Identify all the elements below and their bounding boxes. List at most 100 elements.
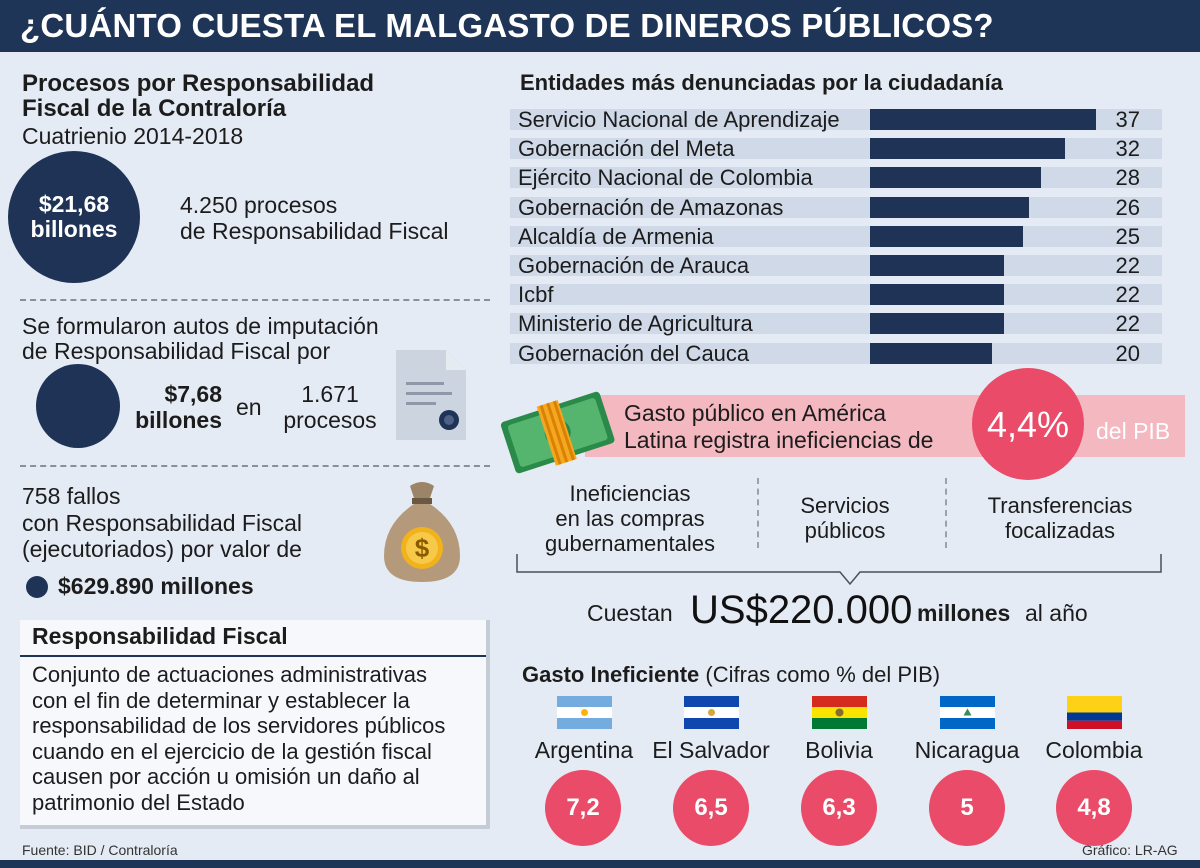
cost-unit: millones <box>917 600 1011 626</box>
data-label: 26 <box>1115 194 1140 220</box>
category-line: públicos <box>804 518 886 543</box>
money-bills-icon <box>500 391 615 474</box>
section3-amount: $629.890 millones <box>58 573 254 599</box>
definition-title: Responsabilidad Fiscal <box>32 623 288 649</box>
footer-bar <box>0 860 1200 868</box>
data-label: 22 <box>1115 282 1140 308</box>
definition-line: cuando en el ejercicio de la gestión fis… <box>32 738 432 764</box>
percent-circle: 4,4% <box>972 368 1084 480</box>
category-transferencias: Transferencias focalizadas <box>960 493 1160 543</box>
amount-circle-large: $21,68 billones <box>8 151 140 283</box>
data-label: 32 <box>1115 136 1140 162</box>
percent-value: 4,4% <box>986 404 1070 445</box>
country-value: 6,5 <box>694 794 728 821</box>
amount-circle-line1: $21,68 <box>38 191 110 217</box>
cost-prefix: Cuestan <box>587 600 673 626</box>
category-line: gubernamentales <box>544 531 715 556</box>
chart-row: Gobernación del Cauca 20 <box>510 340 1162 366</box>
category-line: en las compras <box>555 506 705 531</box>
el-salvador-flag-icon <box>684 696 739 729</box>
category-servicios: Servicios públicos <box>770 493 920 543</box>
bar <box>870 284 1005 306</box>
percent-suffix: del PIB <box>1096 418 1171 444</box>
definition-text: Conjunto de actuaciones administrativas … <box>32 662 445 815</box>
category-label: Alcaldía de Armenia <box>518 223 714 249</box>
category-label: Icbf <box>518 282 554 308</box>
category-label: Gobernación de Amazonas <box>518 194 784 220</box>
header-bar: ¿CUÁNTO CUESTA EL MALGASTO DE DINEROS PÚ… <box>0 0 1200 52</box>
country-value-circle: 6,3 <box>801 770 877 846</box>
data-label: 22 <box>1115 311 1140 337</box>
section2-connector: en <box>236 394 262 420</box>
data-label: 25 <box>1115 223 1140 249</box>
source-note: Fuente: BID / Contraloría <box>22 842 178 858</box>
section1-subtitle: Cuatrienio 2014-2018 <box>22 123 244 149</box>
category-compras: Ineficiencias en las compras gubernament… <box>530 481 730 556</box>
bullet-dot <box>26 576 48 598</box>
category-label: Gobernación de Arauca <box>518 253 750 278</box>
procesos-count: 4.250 procesos <box>180 192 338 218</box>
section3-line1: 758 fallos <box>22 483 121 509</box>
amount-circle-medium <box>36 364 120 448</box>
country-name: Colombia <box>1045 737 1143 763</box>
definition-box: Responsabilidad Fiscal Conjunto de actua… <box>20 620 490 829</box>
colombia-flag-icon <box>1067 696 1122 729</box>
country-value: 5 <box>960 794 974 821</box>
data-label: 22 <box>1115 253 1140 278</box>
category-label: Ministerio de Agricultura <box>518 311 753 337</box>
divider-1 <box>20 299 490 301</box>
chart-row: Servicio Nacional de Aprendizaje 37 <box>510 107 1162 132</box>
bar <box>870 167 1042 189</box>
category-label: Gobernación del Meta <box>518 136 735 162</box>
section2-amount-line2: billones <box>135 407 222 433</box>
definition-rule <box>20 655 486 657</box>
category-line: Transferencias <box>987 493 1133 518</box>
definition-line: Conjunto de actuaciones administrativas <box>32 662 428 687</box>
bracket-icon <box>516 554 1162 586</box>
category-line: Ineficiencias <box>569 481 691 506</box>
nicaragua-flag-icon <box>940 696 995 729</box>
data-label: 37 <box>1115 107 1140 132</box>
credit-note: Gráfico: LR-AG <box>1082 842 1178 858</box>
section2-procesos-line2: procesos <box>283 407 377 433</box>
section3-line3: (ejecutoriados) por valor de <box>22 536 302 562</box>
country-value: 4,8 <box>1077 794 1111 821</box>
chart-row: Gobernación de Amazonas 26 <box>510 194 1162 220</box>
category-line: Servicios <box>800 493 890 518</box>
bar <box>870 138 1066 160</box>
ineficiente-title: Gasto Ineficiente (Cifras como % del PIB… <box>522 662 940 688</box>
category-divider-1 <box>757 478 759 548</box>
section2-procesos-line1: 1.671 <box>301 381 359 407</box>
bar <box>870 255 1005 276</box>
chart-row: Ejército Nacional de Colombia 28 <box>510 165 1162 191</box>
chart-row: Alcaldía de Armenia 25 <box>510 223 1162 249</box>
country-value-circle: 6,5 <box>673 770 749 846</box>
country-name: Argentina <box>534 737 634 763</box>
bar <box>870 225 1023 247</box>
data-label: 28 <box>1115 165 1140 191</box>
country-value-circle: 7,2 <box>545 770 621 846</box>
argentina-flag-icon <box>557 696 612 729</box>
chart-row: Gobernación de Arauca 22 <box>510 253 1162 278</box>
country-name: Nicaragua <box>914 737 1020 763</box>
section2-text-line2: de Responsabilidad Fiscal por <box>22 338 331 364</box>
section2-text-line1: Se formularon autos de imputación <box>22 313 379 339</box>
ineficiente-title-rest: (Cifras como % del PIB) <box>705 662 941 687</box>
data-label: 20 <box>1115 340 1140 366</box>
svg-text:$: $ <box>415 533 430 563</box>
bar <box>870 109 1096 130</box>
country-value-circle: 4,8 <box>1056 770 1132 846</box>
chart-row: Icbf 22 <box>510 282 1162 308</box>
category-divider-2 <box>945 478 947 548</box>
bar <box>870 313 1005 335</box>
money-bag-icon: $ <box>384 482 460 582</box>
ineficiente-title-bold: Gasto Ineficiente <box>522 662 700 687</box>
section1-title-line2: Fiscal de la Contraloría <box>22 95 287 122</box>
country-value-circle: 5 <box>929 770 1005 846</box>
amount-circle-line2: billones <box>30 216 118 242</box>
document-icon <box>396 350 466 440</box>
cost-suffix: al año <box>1025 600 1088 626</box>
category-line: focalizadas <box>1004 518 1116 543</box>
definition-line: causen por acción u omisión un daño al <box>32 764 420 789</box>
chart-row: Gobernación del Meta 32 <box>510 136 1162 162</box>
